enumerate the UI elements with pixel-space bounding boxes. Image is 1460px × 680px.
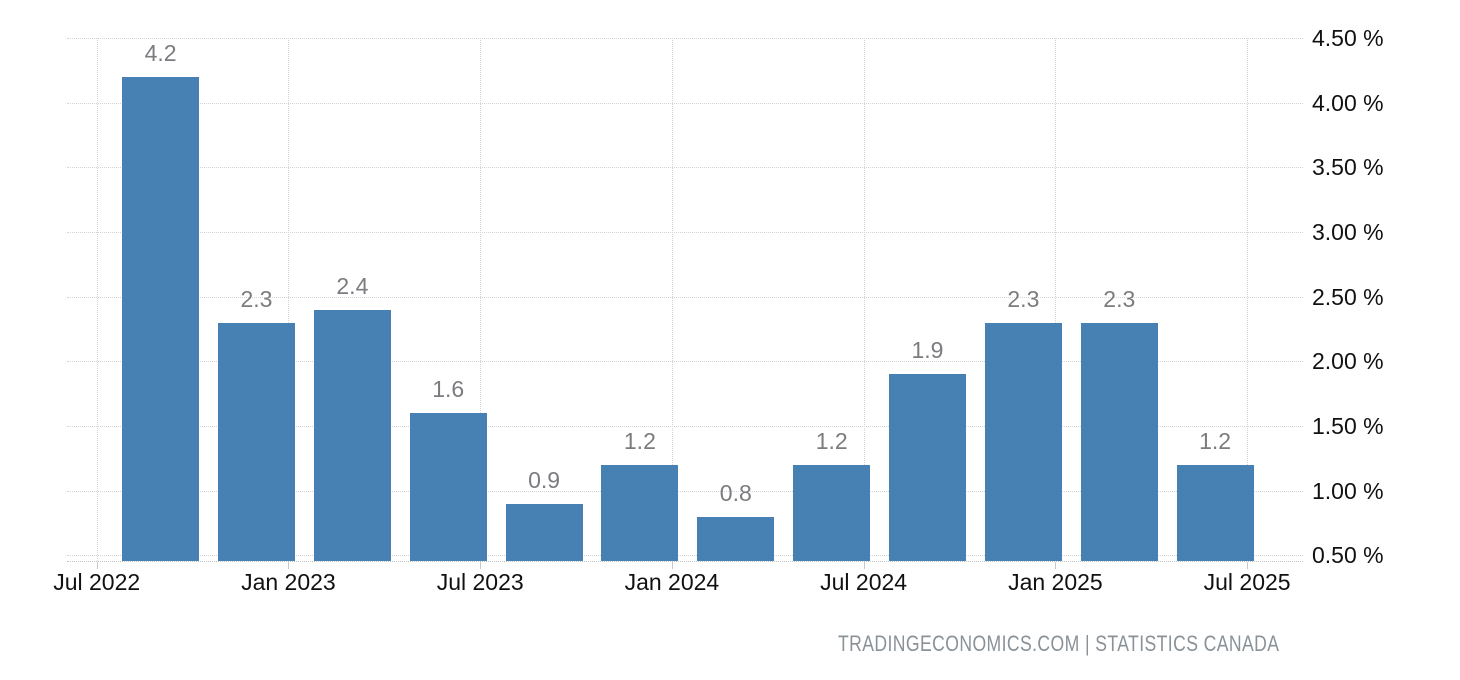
y-axis-label: 4.00 %	[1312, 89, 1384, 116]
gridline-horizontal	[67, 490, 1303, 492]
x-axis-tick	[1247, 562, 1249, 569]
bar-value-label: 0.8	[719, 479, 752, 506]
x-axis-label: Jul 2024	[820, 569, 908, 595]
bar[interactable]	[601, 464, 679, 561]
gridline-horizontal	[67, 296, 1303, 298]
bar[interactable]	[1176, 464, 1254, 561]
y-axis-label: 2.00 %	[1312, 348, 1384, 375]
x-axis-tick	[863, 562, 865, 569]
bar[interactable]	[505, 503, 583, 561]
gridline-horizontal	[67, 167, 1303, 169]
gridline-vertical	[863, 38, 865, 561]
gridline-horizontal	[67, 555, 1303, 557]
attribution-text: TRADINGECONOMICS.COM | STATISTICS CANADA	[838, 631, 1280, 656]
y-axis-label: 1.50 %	[1312, 413, 1384, 439]
bar-value-label: 2.3	[1103, 285, 1136, 312]
bar[interactable]	[697, 516, 775, 561]
bar[interactable]	[1080, 322, 1158, 561]
bar-value-label: 1.2	[623, 427, 656, 454]
x-axis-label: Jul 2022	[53, 569, 141, 595]
gridline-vertical	[288, 38, 290, 561]
bar[interactable]	[409, 413, 487, 561]
plot-area: 4.2 2.3 2.4 1.6 0.9 1.2 0.8 1.2 1.9 2.3 2.3 1.2	[67, 38, 1303, 562]
bar-value-label: 4.2	[144, 39, 177, 66]
y-axis-label: 3.50 %	[1312, 154, 1384, 181]
bar-value-label: 2.4	[336, 272, 369, 299]
y-axis-label: 2.50 %	[1312, 283, 1384, 310]
y-axis-label: 3.00 %	[1312, 219, 1384, 245]
x-axis-label: Jan 2023	[241, 569, 336, 595]
gridline-horizontal	[67, 102, 1303, 104]
gridline-vertical	[1247, 38, 1249, 561]
x-axis-tick	[1055, 562, 1057, 569]
x-axis-label: Jan 2024	[624, 569, 720, 595]
bar-value-label: 2.3	[1007, 285, 1040, 312]
x-axis-tick	[96, 562, 98, 569]
y-axis-label: 1.00 %	[1312, 477, 1384, 504]
gridline-vertical	[480, 38, 482, 561]
bar[interactable]	[984, 322, 1062, 561]
x-axis-tick	[671, 562, 673, 569]
x-axis-label: Jul 2025	[1203, 569, 1291, 595]
gridline-horizontal	[67, 426, 1303, 427]
bar[interactable]	[793, 464, 871, 561]
gridline-horizontal	[67, 38, 1303, 39]
gridline-horizontal	[67, 361, 1303, 363]
y-axis-label: 0.50 %	[1312, 542, 1384, 569]
y-axis-label: 4.50 %	[1312, 25, 1384, 51]
bar[interactable]	[218, 322, 295, 561]
bar[interactable]	[889, 374, 966, 561]
bar[interactable]	[122, 76, 200, 561]
gridline-horizontal	[67, 232, 1303, 233]
bar-value-label: 2.3	[240, 285, 273, 312]
bar-value-label: 1.2	[1199, 427, 1232, 454]
x-axis-tick	[480, 562, 482, 569]
bar-value-label: 0.9	[528, 466, 561, 493]
bar-value-label: 1.9	[911, 337, 944, 364]
x-axis-label: Jan 2025	[1008, 569, 1103, 595]
bar-value-label: 1.2	[815, 427, 848, 454]
bar-value-label: 1.6	[432, 376, 465, 402]
gridline-vertical	[1055, 38, 1057, 561]
bar[interactable]	[313, 309, 391, 561]
gridline-vertical	[96, 38, 98, 561]
gridline-vertical	[671, 38, 673, 561]
x-axis-label: Jul 2023	[436, 569, 524, 595]
x-axis-tick	[288, 562, 290, 569]
